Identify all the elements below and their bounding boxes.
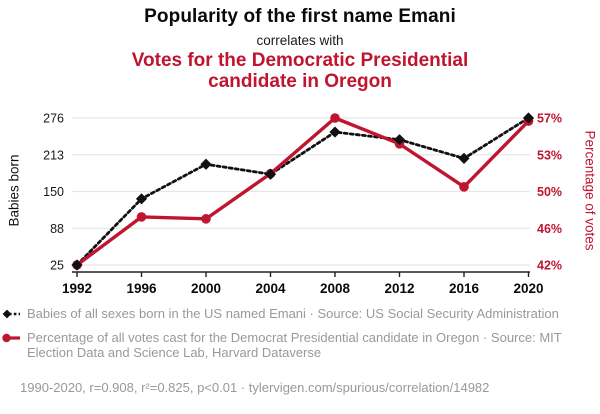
legend: Babies of all sexes born in the US named… <box>2 306 586 369</box>
series-line-0 <box>75 116 530 267</box>
x-tick-label: 2020 <box>513 281 543 296</box>
page-title: Popularity of the first name Emani <box>144 6 456 27</box>
left-tick-label: 25 <box>50 259 64 273</box>
right-axis-title: Percentage of votes <box>582 130 598 251</box>
gridlines <box>72 117 530 266</box>
chart-canvas: 1992 1996 2000 2004 2008 2012 2016 2020 276 213 15… <box>43 112 562 297</box>
red-circle-solid-line-icon <box>2 333 20 342</box>
right-tick-label: 53% <box>537 148 562 162</box>
series-markers-0 <box>71 112 535 271</box>
legend-item-babies: Babies of all sexes born in the US named… <box>2 306 586 322</box>
right-tick-label: 57% <box>537 112 562 126</box>
right-tick-label: 42% <box>537 259 562 273</box>
correlates-with-text: correlates with <box>256 33 344 48</box>
right-tick-label: 50% <box>537 185 562 199</box>
left-tick-label: 276 <box>43 112 64 126</box>
series-line-1 <box>75 116 531 267</box>
x-tick-label: 2012 <box>384 281 414 296</box>
left-tick-label: 88 <box>50 222 64 236</box>
right-tick-label: 46% <box>537 222 562 236</box>
stats-and-source-footnote: 1990-2020, r=0.908, r²=0.825, p<0.01 · t… <box>20 380 490 395</box>
x-axis: 1992 1996 2000 2004 2008 2012 2016 2020 <box>62 271 544 296</box>
x-tick-label: 1992 <box>62 281 92 296</box>
x-tick-label: 1996 <box>126 281 157 296</box>
x-tick-label: 2004 <box>255 281 286 296</box>
left-axis-tick-labels: 276 213 150 88 25 <box>43 112 64 273</box>
legend-item-label: Percentage of all votes cast for the Dem… <box>27 329 562 361</box>
correlated-variable-title: Votes for the Democratic Presidential ca… <box>131 50 469 92</box>
left-tick-label: 150 <box>43 185 64 199</box>
left-tick-label: 213 <box>43 148 64 162</box>
x-tick-label: 2016 <box>449 281 480 296</box>
right-axis-tick-labels: 57% 53% 50% 46% 42% <box>537 112 562 273</box>
black-diamond-dotted-line-icon <box>2 309 20 319</box>
legend-item-votes: Percentage of all votes cast for the Dem… <box>2 330 586 361</box>
left-axis-title: Babies born <box>6 154 22 227</box>
x-tick-label: 2000 <box>191 281 221 296</box>
legend-item-label: Babies of all sexes born in the US named… <box>27 306 559 321</box>
x-tick-label: 2008 <box>320 281 351 296</box>
